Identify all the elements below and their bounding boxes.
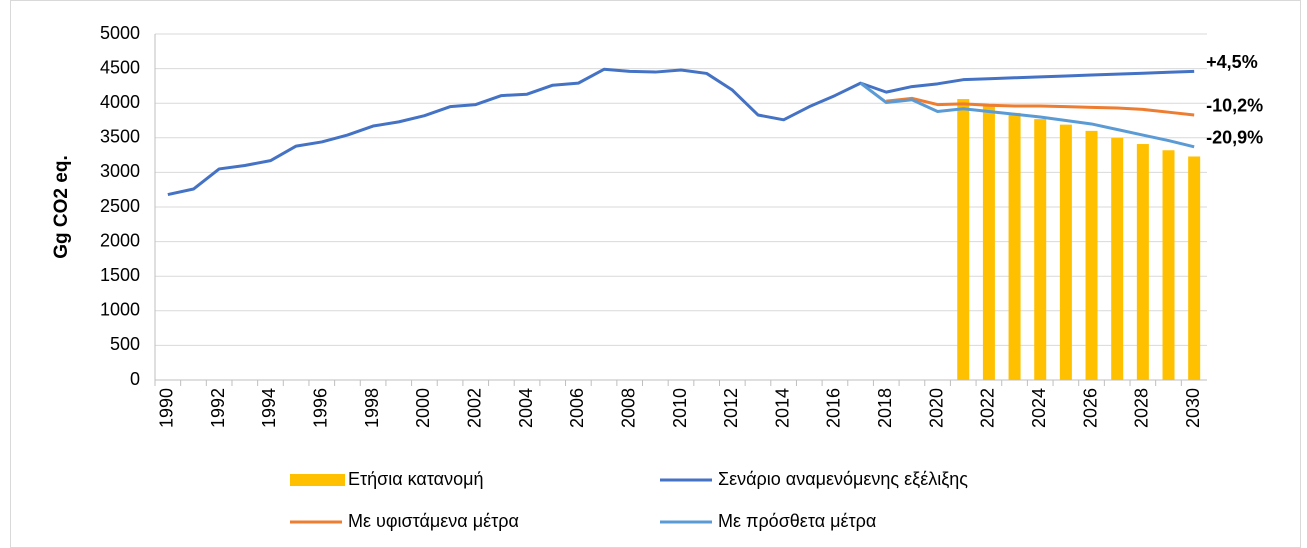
y-tick-label: 3000 [100, 161, 140, 181]
end-label: +4,5% [1206, 52, 1258, 72]
legend-swatch [290, 474, 345, 486]
x-tick-label: 2030 [1183, 388, 1203, 428]
legend-label: Με υφιστάμενα μέτρα [348, 511, 519, 531]
x-tick-label: 2008 [618, 388, 638, 428]
x-tick-label: 2020 [926, 388, 946, 428]
y-tick-label: 1500 [100, 265, 140, 285]
y-tick-label: 4000 [100, 92, 140, 112]
y-tick-label: 5000 [100, 23, 140, 43]
x-tick-label: 1990 [157, 388, 177, 428]
line [886, 96, 1195, 117]
x-tick-label: 2004 [516, 388, 536, 428]
bar [1085, 130, 1098, 380]
bar [1034, 119, 1047, 380]
bar [1188, 156, 1201, 380]
bar [1008, 112, 1021, 380]
y-tick-label: 500 [110, 334, 140, 354]
y-axis-label: Gg CO2 eq. [51, 155, 72, 258]
end-label: -10,2% [1206, 96, 1263, 116]
y-tick-label: 0 [130, 369, 140, 389]
y-tick-label: 3500 [100, 127, 140, 147]
bar [982, 105, 995, 380]
x-tick-label: 2010 [670, 388, 690, 428]
bar [1136, 144, 1149, 380]
legend-label: Ετήσια κατανομή [348, 469, 483, 489]
x-tick-label: 1998 [362, 388, 382, 428]
x-tick-label: 2006 [567, 388, 587, 428]
x-tick-label: 2016 [824, 388, 844, 428]
chart-border [10, 0, 1301, 548]
line [859, 81, 1195, 149]
y-tick-label: 1000 [100, 300, 140, 320]
y-tick-label: 2500 [100, 196, 140, 216]
y-tick-label: 2000 [100, 230, 140, 250]
legend-label: Σενάριο αναμενόμενης εξέλιξης [718, 469, 968, 489]
bar [1111, 137, 1124, 380]
x-tick-label: 1992 [208, 388, 228, 428]
end-label: -20,9% [1206, 128, 1263, 148]
x-tick-label: 2000 [413, 388, 433, 428]
legend-label: Με πρόσθετα μέτρα [718, 511, 876, 531]
x-tick-label: 2018 [875, 388, 895, 428]
x-tick-label: 2024 [1029, 388, 1049, 428]
x-tick-label: 1996 [311, 388, 331, 428]
x-tick-label: 2012 [721, 388, 741, 428]
x-tick-label: 2014 [772, 388, 792, 428]
x-tick-label: 1994 [259, 388, 279, 428]
bar [1162, 150, 1175, 380]
x-tick-label: 2002 [464, 388, 484, 428]
x-tick-label: 2022 [978, 388, 998, 428]
bar [1059, 124, 1072, 380]
y-tick-label: 4500 [100, 57, 140, 77]
line [167, 67, 1195, 197]
x-tick-label: 2028 [1132, 388, 1152, 428]
bar [957, 99, 970, 380]
x-tick-label: 2026 [1080, 388, 1100, 428]
